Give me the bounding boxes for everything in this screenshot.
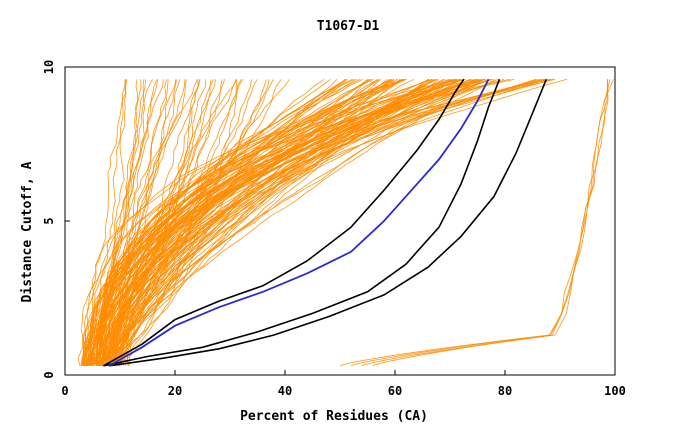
x-tick-label: 100 bbox=[604, 384, 626, 398]
x-tick-label: 40 bbox=[278, 384, 292, 398]
chart-title: T1067-D1 bbox=[317, 19, 380, 34]
model-curve bbox=[119, 78, 485, 366]
x-tick-label: 0 bbox=[61, 384, 68, 398]
model-curve bbox=[128, 78, 538, 366]
model-blue bbox=[108, 78, 490, 367]
model-curve bbox=[101, 78, 402, 366]
model-curve bbox=[101, 78, 552, 366]
model-black-2 bbox=[103, 79, 501, 367]
model-curve bbox=[100, 78, 460, 366]
model-curve bbox=[110, 78, 504, 366]
y-tick-label: 5 bbox=[42, 217, 56, 224]
plot-lines bbox=[77, 78, 614, 367]
model-curve bbox=[80, 78, 406, 366]
model-curve bbox=[102, 78, 455, 366]
model-curve bbox=[89, 78, 479, 366]
model-curve bbox=[106, 78, 499, 366]
model-curve bbox=[95, 78, 456, 366]
model-curve bbox=[101, 79, 187, 366]
model-curve bbox=[126, 78, 492, 366]
y-axis-label: Distance Cutoff, A bbox=[20, 161, 35, 302]
model-curve bbox=[91, 78, 515, 366]
model-curve bbox=[361, 79, 611, 367]
x-tick-label: 80 bbox=[498, 384, 512, 398]
model-curve bbox=[103, 78, 401, 367]
y-tick-label: 0 bbox=[42, 371, 56, 378]
model-black-3 bbox=[108, 78, 548, 367]
model-curve bbox=[339, 79, 608, 367]
model-curve bbox=[110, 78, 496, 366]
x-tick-label: 60 bbox=[388, 384, 402, 398]
model-curve bbox=[116, 78, 393, 366]
x-axis-label: Percent of Residues (CA) bbox=[240, 409, 428, 424]
model-curve bbox=[350, 79, 614, 367]
model-curve bbox=[112, 78, 548, 366]
model-curve bbox=[91, 78, 458, 366]
model-curve bbox=[110, 79, 267, 367]
model-curve bbox=[83, 78, 476, 366]
model-curve bbox=[81, 79, 126, 366]
model-curve bbox=[372, 79, 609, 367]
model-curve bbox=[95, 78, 546, 366]
model-curve bbox=[91, 78, 537, 366]
model-curve bbox=[114, 78, 484, 366]
model-curve bbox=[104, 79, 201, 366]
model-curve bbox=[89, 79, 348, 366]
y-axis: 0 5 10 bbox=[42, 60, 70, 379]
model-curve bbox=[112, 78, 434, 366]
model-curve bbox=[121, 78, 472, 366]
model-curve bbox=[125, 78, 466, 366]
x-tick-label: 20 bbox=[168, 384, 182, 398]
model-curve bbox=[119, 78, 479, 366]
x-axis: 0 20 40 60 80 100 bbox=[61, 370, 626, 398]
model-curve bbox=[116, 78, 550, 366]
model-black-1 bbox=[103, 78, 465, 367]
y-tick-label: 10 bbox=[42, 60, 56, 74]
